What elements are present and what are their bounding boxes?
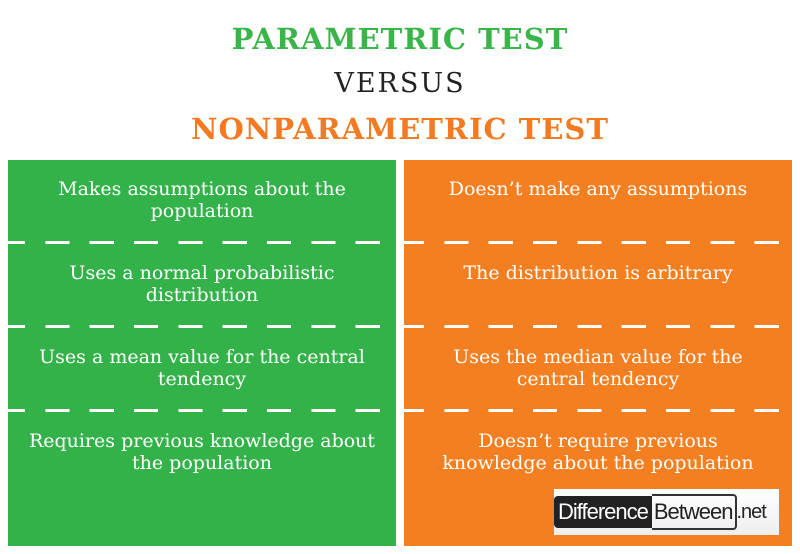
parametric-cell: Uses a mean value for the central tenden… bbox=[39, 346, 365, 390]
nonparametric-column: Doesn’t make any assumptions The distrib… bbox=[404, 160, 792, 546]
logo-part: Between bbox=[651, 494, 737, 530]
parametric-column: Makes assumptions about the population U… bbox=[8, 160, 396, 546]
title-parametric: PARAMETRIC TEST bbox=[231, 22, 569, 56]
nonparametric-cell: Doesn’t make any assumptions bbox=[448, 178, 748, 200]
title-versus: VERSUS bbox=[334, 68, 466, 99]
parametric-cell: Uses a normal probabilistic distribution bbox=[69, 262, 335, 306]
row-divider bbox=[4, 409, 796, 412]
title-nonparametric: NONPARAMETRIC TEST bbox=[191, 112, 609, 146]
nonparametric-cell: Uses the median value for the central te… bbox=[453, 346, 743, 390]
nonparametric-cell: The distribution is arbitrary bbox=[463, 262, 733, 284]
differencebetween-logo: Difference Between .net bbox=[554, 489, 779, 535]
logo-part: .net bbox=[736, 500, 767, 523]
logo-part: Difference bbox=[554, 496, 652, 528]
parametric-cell: Makes assumptions about the population bbox=[58, 178, 346, 222]
nonparametric-cell: Doesn’t require previous knowledge about… bbox=[442, 430, 754, 474]
parametric-cell: Requires previous knowledge about the po… bbox=[28, 430, 376, 474]
row-divider bbox=[4, 241, 796, 244]
row-divider bbox=[4, 325, 796, 328]
